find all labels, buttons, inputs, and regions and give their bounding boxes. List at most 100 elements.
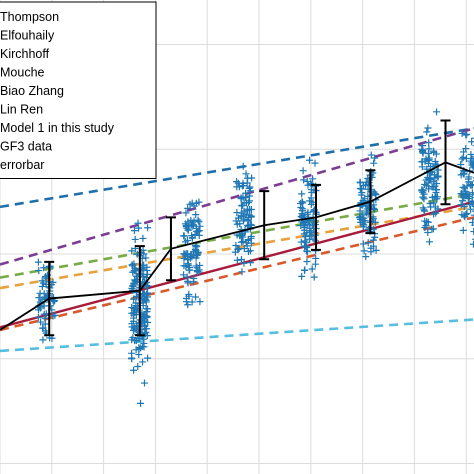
series-line-mouche [0, 205, 474, 290]
gf3-data-point [425, 159, 432, 167]
gf3-data-point [139, 234, 147, 242]
gf3-data-point [356, 178, 364, 186]
gf3-data-point [360, 247, 368, 255]
gf3-data-point [144, 305, 152, 313]
gf3-data-point [135, 351, 143, 359]
gf3-data-point [246, 259, 254, 267]
gf3-data-point [419, 142, 427, 150]
gf3-data-point [128, 247, 136, 255]
gf3-data-point [194, 216, 202, 224]
gf3-data-point [298, 272, 306, 280]
gf3-data-point [139, 290, 147, 298]
gf3-data-point [302, 232, 310, 240]
gf3-data-point [242, 210, 250, 218]
legend-entry-label: Mouche [0, 66, 45, 80]
gf3-data-point [460, 148, 468, 156]
gf3-data-point [144, 282, 152, 290]
gf3-data-point [144, 354, 152, 362]
gf3-data-point [239, 237, 247, 245]
gf3-data-point [310, 273, 318, 281]
gf3-data-point [243, 242, 251, 250]
gf3-data-point [247, 239, 255, 247]
gf3-data-point [183, 236, 191, 244]
gf3-data-point [431, 158, 439, 166]
gf3-data-point [195, 218, 203, 226]
legend-entry-label: Lin Ren [0, 103, 43, 117]
gf3-data-point [423, 128, 431, 136]
gf3-data-point [424, 174, 432, 182]
legend-entry-label: Elfouhaily [0, 29, 55, 43]
gf3-data-point [426, 200, 434, 208]
gf3-data-point [35, 267, 43, 275]
gf3-data-point [306, 227, 314, 235]
gf3-data-point [470, 211, 474, 219]
gf3-data-point [428, 183, 436, 191]
gf3-data-point [232, 217, 240, 225]
gf3-data-point [360, 214, 368, 222]
gf3-data-point [471, 210, 474, 212]
gf3-data-point [299, 199, 307, 207]
errorbar-whisker [311, 183, 321, 251]
errorbar-whisker [365, 169, 376, 235]
gf3-data-point [144, 319, 152, 327]
gf3-data-point [140, 313, 148, 321]
gf3-data-point [367, 248, 375, 256]
gf3-data-point [431, 182, 439, 190]
gf3-data-point [371, 190, 379, 198]
gf3-data-point [144, 224, 152, 232]
gf3-data-point [180, 254, 188, 262]
gf3-data-point [240, 259, 248, 267]
gf3-data-point [434, 166, 442, 174]
gf3-data-point [471, 205, 474, 208]
gf3-data-point [468, 189, 474, 197]
gf3-data-point [307, 179, 315, 187]
gf3-data-point [233, 256, 241, 264]
gf3-data-point [184, 277, 192, 285]
errorbar-whisker [440, 119, 451, 206]
gf3-data-point [238, 212, 246, 220]
gf3-data-point [186, 254, 194, 262]
gf3-data-point [420, 206, 428, 214]
series-line-lin-ren [0, 216, 474, 332]
gf3-data-point [457, 161, 465, 169]
gf3-data-point [42, 293, 50, 301]
gf3-data-point [42, 273, 50, 281]
gf3-data-point [142, 296, 150, 304]
gf3-data-point [458, 155, 466, 163]
gf3-data-point [371, 154, 379, 162]
gf3-data-point [196, 298, 204, 306]
gf3-data-point [41, 327, 49, 335]
gf3-data-point [424, 124, 432, 132]
gf3-data-point [130, 260, 138, 268]
gf3-scatter [34, 108, 474, 407]
gf3-data-point [140, 323, 148, 331]
gf3-data-point [188, 253, 196, 261]
gf3-data-point [459, 197, 467, 205]
gf3-data-point [184, 204, 192, 212]
gf3-data-point [196, 222, 204, 230]
gf3-data-point [472, 196, 474, 199]
gf3-data-point [418, 145, 426, 153]
gf3-data-point [192, 246, 200, 254]
gf3-data-point [34, 313, 42, 321]
gf3-data-point [357, 191, 365, 199]
gf3-data-point [192, 211, 200, 219]
gf3-data-point [130, 279, 138, 287]
gf3-data-point [137, 399, 145, 407]
gf3-data-point [235, 183, 243, 191]
gf3-data-point [192, 293, 200, 301]
gf3-data-point [134, 363, 142, 371]
gf3-data-point [361, 195, 369, 203]
gf3-data-point [50, 298, 58, 306]
gf3-data-point [425, 238, 433, 246]
gf3-data-point [189, 221, 197, 229]
gf3-data-point [242, 193, 250, 201]
gf3-data-point [246, 247, 254, 255]
gf3-data-point [185, 290, 193, 298]
gf3-data-point [130, 304, 138, 312]
gf3-data-point [298, 190, 306, 198]
gf3-data-point [38, 277, 46, 285]
gf3-data-point [303, 210, 311, 218]
gf3-data-point [303, 258, 311, 266]
gf3-data-point [187, 216, 195, 224]
